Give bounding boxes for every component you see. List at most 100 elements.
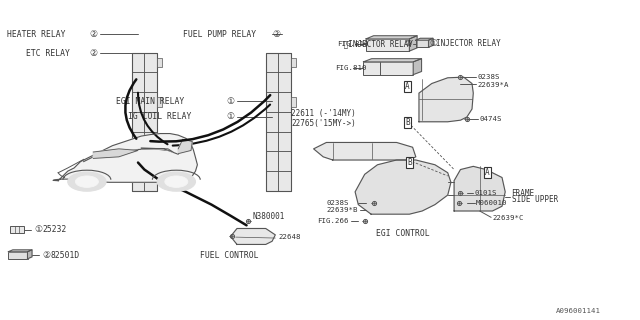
Bar	[266, 112, 278, 132]
Polygon shape	[410, 36, 417, 51]
Bar	[132, 52, 157, 191]
Polygon shape	[416, 38, 433, 40]
Text: SIDE UPPER: SIDE UPPER	[511, 195, 558, 204]
Polygon shape	[53, 133, 197, 182]
Polygon shape	[8, 250, 32, 252]
Text: 0101S: 0101S	[474, 190, 497, 196]
Bar	[132, 52, 145, 72]
Polygon shape	[141, 148, 173, 152]
Text: FIG.266: FIG.266	[317, 218, 348, 224]
Text: FUEL CONTROL: FUEL CONTROL	[200, 251, 259, 260]
Bar	[132, 72, 145, 92]
Text: 0238S: 0238S	[326, 200, 349, 206]
Text: ②: ②	[89, 30, 97, 39]
Bar	[145, 151, 157, 171]
Polygon shape	[230, 228, 275, 244]
Bar	[145, 112, 157, 132]
Text: ②: ②	[43, 251, 51, 260]
Bar	[291, 97, 296, 107]
Text: EGI CONTROL: EGI CONTROL	[376, 229, 430, 238]
Bar	[132, 171, 145, 191]
Text: 22639*C: 22639*C	[492, 215, 524, 221]
Bar	[278, 171, 291, 191]
Polygon shape	[366, 36, 417, 39]
Bar	[278, 151, 291, 171]
Bar	[266, 171, 278, 191]
Bar	[145, 72, 157, 92]
Bar	[132, 151, 145, 171]
Bar	[266, 132, 278, 151]
Text: FIG.810: FIG.810	[335, 65, 366, 71]
Text: HEATER RELAY: HEATER RELAY	[7, 30, 65, 39]
Bar	[366, 39, 410, 51]
Bar	[132, 112, 145, 132]
Text: IG COIL RELAY: IG COIL RELAY	[129, 113, 192, 122]
Bar	[278, 132, 291, 151]
Polygon shape	[454, 166, 505, 211]
Bar	[291, 58, 296, 68]
Polygon shape	[413, 59, 422, 75]
Bar	[132, 92, 145, 112]
Bar	[278, 52, 291, 72]
Text: ②: ②	[273, 30, 280, 39]
Bar	[145, 132, 157, 151]
Bar	[266, 151, 278, 171]
Bar	[266, 92, 278, 112]
Text: ①: ①	[430, 39, 438, 48]
Text: FUEL PUMP RELAY: FUEL PUMP RELAY	[182, 30, 256, 39]
Text: ①INJECTOR RELAY: ①INJECTOR RELAY	[339, 39, 413, 48]
Bar	[364, 62, 413, 75]
Text: ETC RELAY: ETC RELAY	[26, 49, 70, 58]
Text: 22611 (-'14MY): 22611 (-'14MY)	[291, 109, 356, 118]
Circle shape	[76, 176, 99, 188]
Bar	[278, 72, 291, 92]
Circle shape	[68, 172, 106, 191]
Bar	[266, 52, 278, 72]
Text: EGI MAIN RELAY: EGI MAIN RELAY	[116, 97, 184, 106]
Bar	[416, 40, 429, 47]
Text: ①: ①	[35, 225, 43, 234]
Text: ①: ①	[227, 113, 235, 122]
Bar	[8, 252, 28, 259]
Bar	[145, 171, 157, 191]
Bar	[145, 92, 157, 112]
Polygon shape	[355, 160, 451, 214]
Bar	[145, 52, 157, 72]
Text: FIG.810: FIG.810	[337, 41, 369, 47]
Text: 22648: 22648	[278, 234, 301, 240]
Polygon shape	[93, 149, 138, 158]
Bar	[132, 132, 145, 151]
Bar	[278, 92, 291, 112]
Polygon shape	[28, 250, 32, 259]
Text: B: B	[405, 118, 410, 127]
Text: 0238S: 0238S	[477, 74, 500, 80]
Text: ②: ②	[89, 49, 97, 58]
Text: M060010: M060010	[476, 200, 508, 206]
Text: B: B	[407, 158, 412, 167]
Text: ①: ①	[227, 97, 235, 106]
Bar	[278, 112, 291, 132]
Polygon shape	[178, 139, 192, 154]
Circle shape	[165, 176, 188, 188]
Text: 82501D: 82501D	[51, 251, 80, 260]
Polygon shape	[419, 77, 473, 122]
Text: INJECTOR RELAY: INJECTOR RELAY	[436, 39, 501, 48]
Text: 22765('15MY->): 22765('15MY->)	[291, 119, 356, 128]
Polygon shape	[429, 38, 433, 47]
Text: A: A	[485, 168, 490, 177]
Text: FRAME: FRAME	[511, 189, 534, 198]
Text: 0474S: 0474S	[479, 116, 502, 122]
Bar	[10, 226, 24, 233]
Text: 25232: 25232	[42, 225, 67, 234]
Bar	[266, 52, 291, 191]
Text: ①: ①	[404, 39, 412, 48]
Text: 22639*B: 22639*B	[326, 207, 358, 213]
Text: N380001: N380001	[253, 212, 285, 221]
Polygon shape	[314, 142, 416, 160]
Bar	[157, 58, 162, 68]
Text: A096001141: A096001141	[556, 308, 602, 314]
Bar	[266, 72, 278, 92]
Bar	[157, 97, 162, 107]
Polygon shape	[364, 59, 422, 62]
Circle shape	[157, 172, 195, 191]
